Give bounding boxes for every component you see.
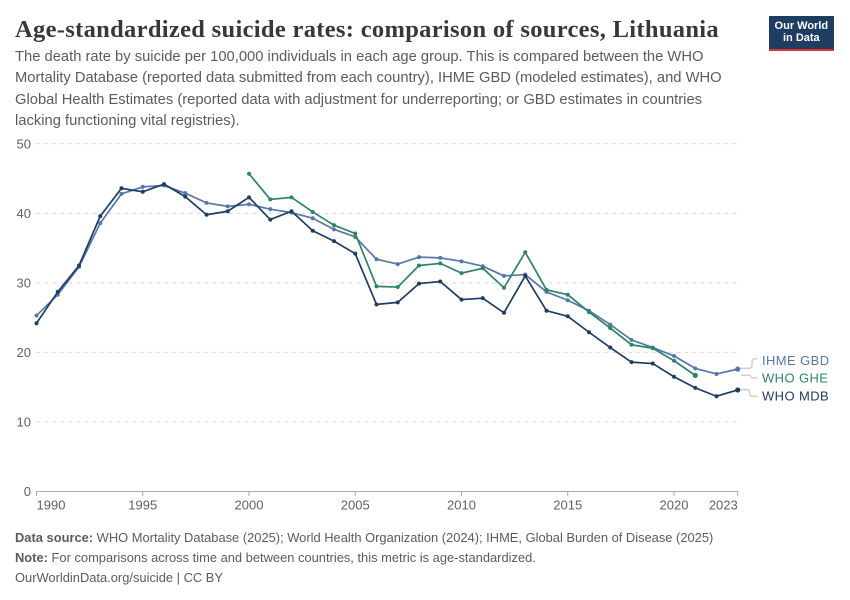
svg-text:2015: 2015 <box>553 498 582 513</box>
svg-text:2005: 2005 <box>341 498 370 513</box>
svg-text:10: 10 <box>17 414 31 429</box>
svg-text:2023: 2023 <box>709 498 738 513</box>
svg-text:20: 20 <box>17 345 31 360</box>
svg-text:1995: 1995 <box>128 498 157 513</box>
svg-text:WHO MDB: WHO MDB <box>762 388 829 403</box>
svg-text:IHME GBD: IHME GBD <box>762 353 829 368</box>
svg-text:50: 50 <box>17 136 31 151</box>
svg-text:WHO GHE: WHO GHE <box>762 370 828 385</box>
svg-text:40: 40 <box>17 206 31 221</box>
svg-text:2020: 2020 <box>660 498 689 513</box>
svg-text:2000: 2000 <box>235 498 264 513</box>
svg-text:2010: 2010 <box>447 498 476 513</box>
svg-text:30: 30 <box>17 275 31 290</box>
svg-text:1990: 1990 <box>37 498 66 513</box>
svg-text:0: 0 <box>24 484 31 499</box>
